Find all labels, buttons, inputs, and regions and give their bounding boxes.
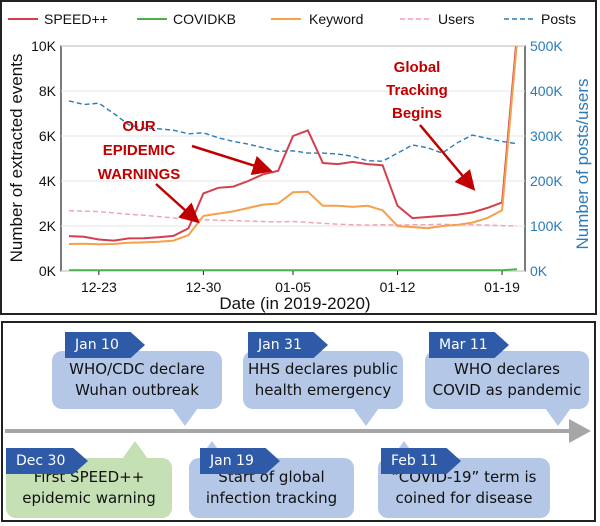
right-tick-400k: 400K xyxy=(530,83,563,99)
epidemic-warnings-annotation: OUR EPIDEMIC WARNINGS xyxy=(98,118,181,183)
left-tick-8k: 8K xyxy=(39,83,57,99)
global-tracking-annotation: Global Tracking Begins xyxy=(386,59,448,122)
event-jan10-line2: Wuhan outbreak xyxy=(75,381,199,399)
date-tag-mar11: Mar 11 xyxy=(429,332,509,358)
legend-label-speed: SPEED++ xyxy=(44,11,108,27)
warn-line-1: OUR xyxy=(122,118,156,135)
arrow-to-warning-dec30 xyxy=(155,183,200,224)
right-tick-200k: 200K xyxy=(530,173,563,189)
date-tag-dec30: Dec 30 xyxy=(6,448,88,474)
event-card-jan31: HHS declares public health emergency xyxy=(243,351,403,409)
global-line-2: Tracking xyxy=(386,82,448,99)
left-tick-4k: 4K xyxy=(39,173,57,189)
left-tick-2k: 2K xyxy=(39,218,57,234)
events-line-chart: 0K 2K 4K 6K 8K 10K 0K 100K 200K 300K 400K 500K 12-… xyxy=(0,0,597,315)
x-axis-label: Date (in 2019-2020) xyxy=(219,294,370,313)
x-tick-01-05: 01-05 xyxy=(275,279,311,295)
timeline-arrow xyxy=(5,419,591,443)
legend-label-keyword: Keyword xyxy=(309,11,363,27)
event-feb11-line2: coined for disease xyxy=(395,489,533,507)
x-tick-12-23: 12-23 xyxy=(81,279,117,295)
warn-line-2: EPIDEMIC xyxy=(103,142,176,159)
y-axis-label-right: Number of posts/users xyxy=(573,78,592,249)
arrow-to-global-tracking xyxy=(419,124,476,191)
date-tag-jan31: Jan 31 xyxy=(248,332,328,358)
left-tick-6k: 6K xyxy=(39,128,57,144)
event-mar11-line2: COVID as pandemic xyxy=(432,381,582,399)
right-tick-100k: 100K xyxy=(530,218,563,234)
chart-border xyxy=(0,0,597,315)
event-mar11-line1: WHO declares xyxy=(454,360,560,378)
left-tick-0k: 0K xyxy=(39,263,57,279)
legend-label-posts: Posts xyxy=(541,11,576,27)
event-dec30-pointer xyxy=(122,441,148,459)
event-jan31-line1: HHS declares public xyxy=(248,360,398,378)
right-axis-ticks: 0K 100K 200K 300K 400K 500K xyxy=(530,38,563,279)
left-axis-ticks: 0K 2K 4K 6K 8K 10K xyxy=(31,38,57,279)
series-line-keyword xyxy=(68,46,518,246)
event-jan10-pointer xyxy=(172,408,198,426)
legend: SPEED++ COVIDKB Keyword Users Posts xyxy=(8,11,576,27)
event-jan19-line2: infection tracking xyxy=(205,489,338,507)
x-tick-01-12: 01-12 xyxy=(380,279,416,295)
event-card-jan10: WHO/CDC declare Wuhan outbreak xyxy=(52,351,222,409)
event-mar11-pointer xyxy=(545,408,571,426)
series-line-covidkb xyxy=(69,268,518,271)
warn-line-3: WARNINGS xyxy=(98,166,181,183)
series-line-posts xyxy=(68,100,518,162)
series-line-speed xyxy=(68,46,518,242)
event-jan31-line2: health emergency xyxy=(254,381,392,399)
date-tag-jan10: Jan 10 xyxy=(65,332,145,358)
global-line-1: Global xyxy=(394,59,441,76)
x-tick-01-19: 01-19 xyxy=(484,279,520,295)
left-tick-10k: 10K xyxy=(31,38,57,54)
arrow-to-warning-jan05 xyxy=(191,144,273,176)
timeline-panel: WHO/CDC declare Wuhan outbreak Jan 10 HHS… xyxy=(1,321,596,522)
event-jan31-pointer xyxy=(353,408,379,426)
legend-label-covidkb: COVIDKB xyxy=(173,11,236,27)
x-tick-12-30: 12-30 xyxy=(185,279,221,295)
y-axis-label-left: Number of extracted events xyxy=(7,54,26,263)
right-tick-0k: 0K xyxy=(530,263,548,279)
date-tag-jan19: Jan 19 xyxy=(200,448,280,474)
global-line-3: Begins xyxy=(392,105,442,122)
series-line-users xyxy=(68,210,518,227)
right-tick-300k: 300K xyxy=(530,128,563,144)
date-tag-feb11: Feb 11 xyxy=(381,448,461,474)
legend-label-users: Users xyxy=(438,11,475,27)
event-card-mar11: WHO declares COVID as pandemic xyxy=(425,351,589,409)
x-axis-ticks: 12-23 12-30 01-05 01-12 01-19 xyxy=(81,271,520,295)
right-tick-500k: 500K xyxy=(530,38,563,54)
series-layer xyxy=(68,46,518,271)
event-dec30-line2: epidemic warning xyxy=(22,489,156,507)
event-jan10-line1: WHO/CDC declare xyxy=(69,360,205,378)
